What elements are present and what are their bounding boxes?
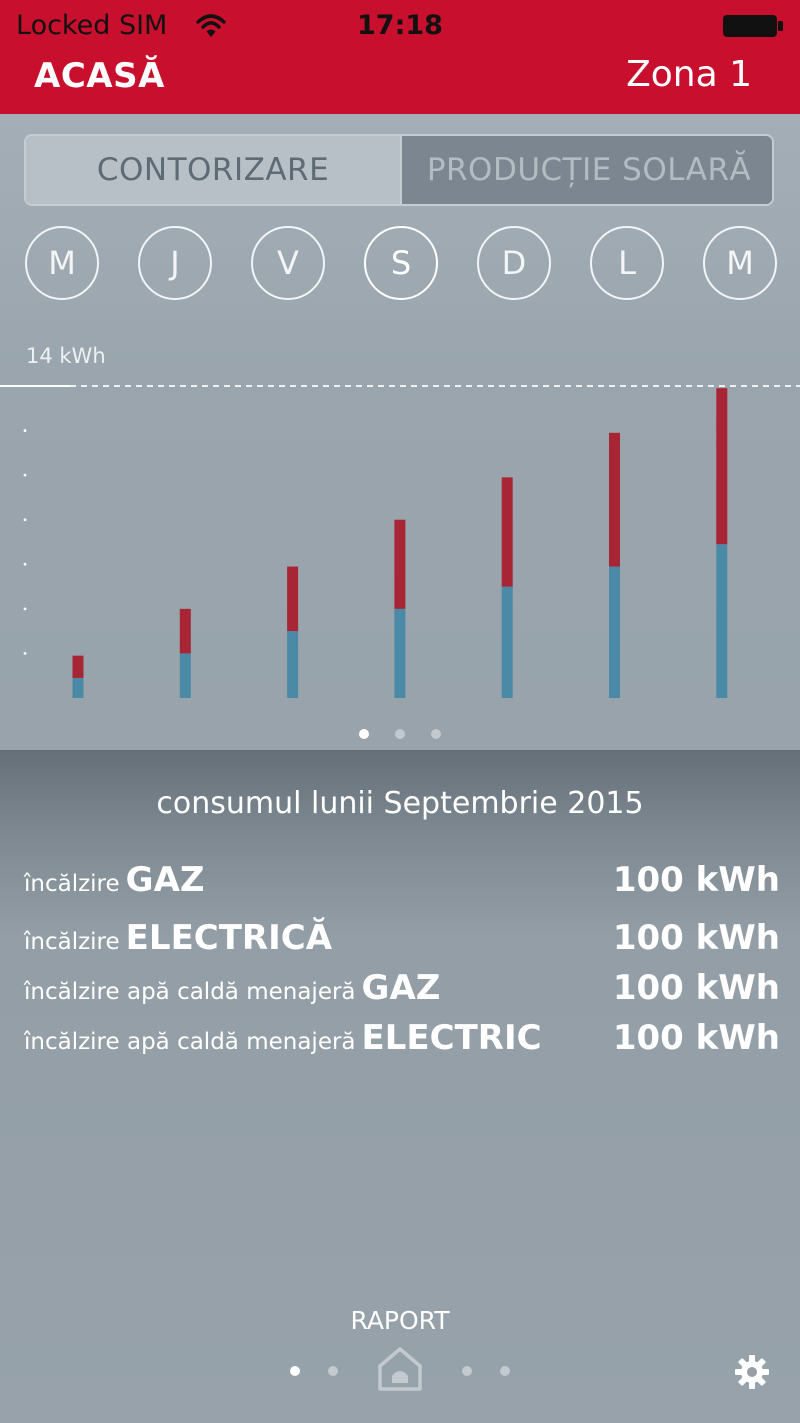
pager-dot	[395, 729, 405, 739]
home-icon[interactable]	[376, 1346, 424, 1392]
chart-pager[interactable]	[0, 724, 800, 743]
y-tick	[23, 473, 27, 477]
bar-segment-1	[287, 566, 299, 632]
top-bar: Locked SIM 17:18 ACASĂ Zona 1	[0, 0, 800, 114]
day-button[interactable]: M	[25, 226, 99, 300]
zone-selector[interactable]: Zona 1	[626, 54, 752, 95]
bar-segment-1	[179, 608, 191, 654]
row-type: GAZ	[361, 968, 441, 1008]
day-button[interactable]: M	[703, 226, 777, 300]
day-button[interactable]: V	[251, 226, 325, 300]
list-item: încălzire ELECTRICĂ 100 kWh	[24, 908, 780, 966]
pager-dot	[431, 729, 441, 739]
pager-dot	[359, 729, 369, 739]
app-title: ACASĂ	[34, 56, 165, 96]
y-tick	[23, 562, 27, 566]
day-button[interactable]: J	[138, 226, 212, 300]
nav-dot	[328, 1366, 338, 1376]
y-max-label: 14 kWh	[26, 344, 106, 368]
wifi-icon	[196, 14, 226, 37]
row-value: 100 kWh	[612, 968, 780, 1008]
row-type: ELECTRIC	[361, 1018, 542, 1058]
segmented-control: CONTORIZARE PRODUCȚIE SOLARĂ	[24, 134, 774, 206]
consumption-list: încălzire GAZ 100 kWh încălzire ELECTRICĂ …	[24, 850, 780, 1066]
bar-segment-0	[394, 608, 406, 698]
bar-segment-0	[72, 677, 84, 698]
list-item: încălzire apă caldă menajeră ELECTRIC 100…	[24, 1016, 780, 1066]
chart-panel: CONTORIZARE PRODUCȚIE SOLARĂ M J V S D L…	[0, 114, 800, 750]
row-label: încălzire GAZ	[24, 860, 205, 900]
day-selector: M J V S D L M	[25, 226, 777, 300]
day-button[interactable]: L	[590, 226, 664, 300]
row-value: 100 kWh	[612, 860, 780, 900]
summary-panel: consumul lunii Septembrie 2015 încălzire…	[0, 750, 800, 1423]
list-item: încălzire GAZ 100 kWh	[24, 850, 780, 908]
day-button-selected[interactable]: S	[364, 226, 438, 300]
nav-dot	[500, 1366, 510, 1376]
y-tick	[23, 518, 27, 522]
tab-productie-solara[interactable]: PRODUCȚIE SOLARĂ	[400, 136, 772, 204]
bar-segment-1	[609, 432, 620, 567]
bar-segment-0	[287, 631, 299, 698]
y-tick	[23, 607, 27, 611]
consumption-chart: 14 kWh	[0, 340, 800, 710]
row-label: încălzire apă caldă menajeră ELECTRIC	[24, 1018, 542, 1058]
bar-segment-0	[179, 653, 191, 698]
bottom-page-indicator[interactable]	[0, 1346, 800, 1396]
row-type: GAZ	[125, 860, 205, 900]
row-label: încălzire apă caldă menajeră GAZ	[24, 968, 441, 1008]
nav-dot	[290, 1366, 300, 1376]
bar-segment-0	[501, 586, 513, 698]
bar-segment-0	[609, 566, 620, 698]
nav-dot	[462, 1366, 472, 1376]
row-type: ELECTRICĂ	[125, 918, 333, 958]
list-item: încălzire apă caldă menajeră GAZ 100 kWh	[24, 966, 780, 1016]
status-time: 17:18	[357, 10, 443, 41]
gear-icon[interactable]	[734, 1354, 770, 1390]
status-carrier: Locked SIM	[16, 10, 168, 41]
row-label: încălzire ELECTRICĂ	[24, 918, 333, 958]
bar-segment-1	[394, 519, 406, 609]
bar-segment-0	[716, 544, 728, 698]
report-label: RAPORT	[350, 1306, 450, 1335]
bar-segment-1	[501, 477, 513, 587]
row-value: 100 kWh	[612, 918, 780, 958]
bar-segment-1	[72, 655, 84, 678]
y-tick	[23, 652, 27, 655]
day-button[interactable]: D	[477, 226, 551, 300]
battery-icon	[723, 15, 783, 37]
bar-chart	[0, 385, 800, 698]
month-title: consumul lunii Septembrie 2015	[156, 786, 644, 821]
bar-segment-1	[716, 388, 728, 545]
tab-contorizare[interactable]: CONTORIZARE	[26, 136, 400, 204]
row-value: 100 kWh	[612, 1018, 780, 1058]
y-tick	[23, 429, 27, 432]
